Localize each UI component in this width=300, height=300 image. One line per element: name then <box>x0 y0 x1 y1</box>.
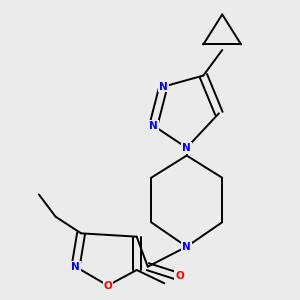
Text: N: N <box>71 262 80 272</box>
Text: N: N <box>182 242 191 252</box>
Text: N: N <box>149 121 158 130</box>
Text: N: N <box>159 82 168 92</box>
Text: O: O <box>103 280 112 291</box>
Text: N: N <box>182 143 191 153</box>
Text: O: O <box>175 271 184 281</box>
